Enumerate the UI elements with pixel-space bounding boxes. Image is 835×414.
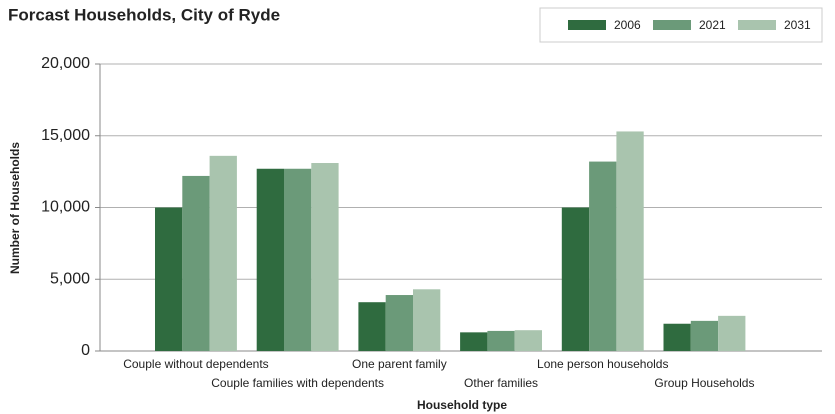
x-tick-label: Other families bbox=[464, 376, 538, 390]
y-tick-label: 20,000 bbox=[41, 55, 90, 72]
bar bbox=[561, 207, 590, 351]
x-tick-label: Group Households bbox=[654, 376, 754, 390]
legend-label: 2006 bbox=[614, 18, 641, 32]
x-axis-title: Household type bbox=[417, 398, 507, 412]
bar bbox=[487, 330, 515, 351]
x-tick-label: Couple without dependents bbox=[123, 357, 268, 371]
bar bbox=[460, 332, 488, 351]
bar bbox=[284, 168, 312, 351]
x-tick-label: One parent family bbox=[352, 357, 447, 371]
bar bbox=[413, 289, 441, 351]
bar bbox=[311, 163, 339, 351]
y-tick-label: 5,000 bbox=[50, 270, 90, 287]
bar bbox=[358, 302, 386, 351]
bar bbox=[663, 323, 691, 351]
y-tick-label: 15,000 bbox=[41, 127, 90, 144]
bar bbox=[690, 320, 719, 351]
y-tick-label: 10,000 bbox=[41, 199, 90, 216]
legend-swatch bbox=[738, 20, 776, 30]
y-axis-title: Number of Households bbox=[8, 142, 22, 274]
bar bbox=[385, 295, 413, 351]
bar bbox=[155, 207, 183, 351]
legend-label: 2031 bbox=[784, 18, 811, 32]
x-tick-label: Couple families with dependents bbox=[211, 376, 384, 390]
bar bbox=[182, 175, 210, 351]
bar bbox=[718, 315, 746, 351]
x-tick-label: Lone person households bbox=[537, 357, 668, 371]
bar bbox=[514, 330, 542, 351]
bar bbox=[616, 131, 644, 351]
legend-swatch bbox=[568, 20, 606, 30]
chart-title: Forcast Households, City of Ryde bbox=[8, 5, 280, 24]
bar bbox=[209, 155, 237, 351]
bar bbox=[256, 168, 284, 351]
y-tick-label: 0 bbox=[81, 342, 90, 359]
bar bbox=[589, 161, 617, 351]
legend-swatch bbox=[653, 20, 691, 30]
legend-label: 2021 bbox=[699, 18, 726, 32]
